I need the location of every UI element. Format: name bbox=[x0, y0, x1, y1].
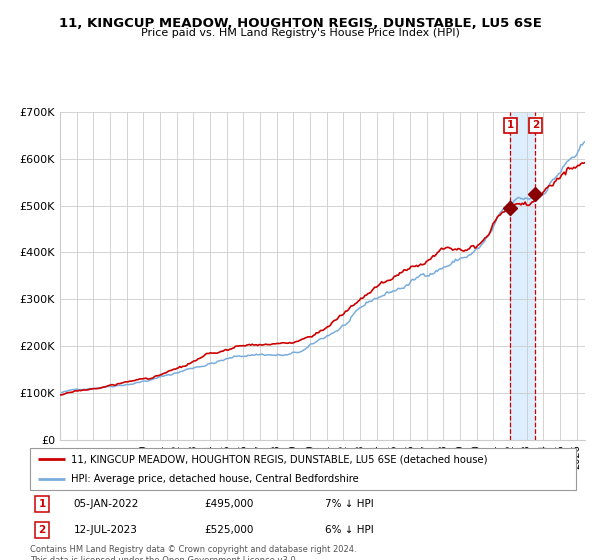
Text: 7% ↓ HPI: 7% ↓ HPI bbox=[325, 499, 374, 509]
Text: 6% ↓ HPI: 6% ↓ HPI bbox=[325, 525, 374, 535]
Text: 05-JAN-2022: 05-JAN-2022 bbox=[74, 499, 139, 509]
Text: 11, KINGCUP MEADOW, HOUGHTON REGIS, DUNSTABLE, LU5 6SE (detached house): 11, KINGCUP MEADOW, HOUGHTON REGIS, DUNS… bbox=[71, 454, 487, 464]
Text: 2: 2 bbox=[38, 525, 46, 535]
Text: 1: 1 bbox=[507, 120, 514, 130]
Text: £495,000: £495,000 bbox=[205, 499, 254, 509]
FancyBboxPatch shape bbox=[30, 448, 576, 490]
Text: 11, KINGCUP MEADOW, HOUGHTON REGIS, DUNSTABLE, LU5 6SE: 11, KINGCUP MEADOW, HOUGHTON REGIS, DUNS… bbox=[59, 17, 541, 30]
Text: 1: 1 bbox=[38, 499, 46, 509]
Text: Price paid vs. HM Land Registry's House Price Index (HPI): Price paid vs. HM Land Registry's House … bbox=[140, 28, 460, 38]
Text: Contains HM Land Registry data © Crown copyright and database right 2024.
This d: Contains HM Land Registry data © Crown c… bbox=[30, 545, 356, 560]
Text: HPI: Average price, detached house, Central Bedfordshire: HPI: Average price, detached house, Cent… bbox=[71, 474, 359, 484]
Text: 2: 2 bbox=[532, 120, 539, 130]
Text: 12-JUL-2023: 12-JUL-2023 bbox=[74, 525, 137, 535]
Text: £525,000: £525,000 bbox=[205, 525, 254, 535]
Bar bbox=[511, 112, 535, 440]
